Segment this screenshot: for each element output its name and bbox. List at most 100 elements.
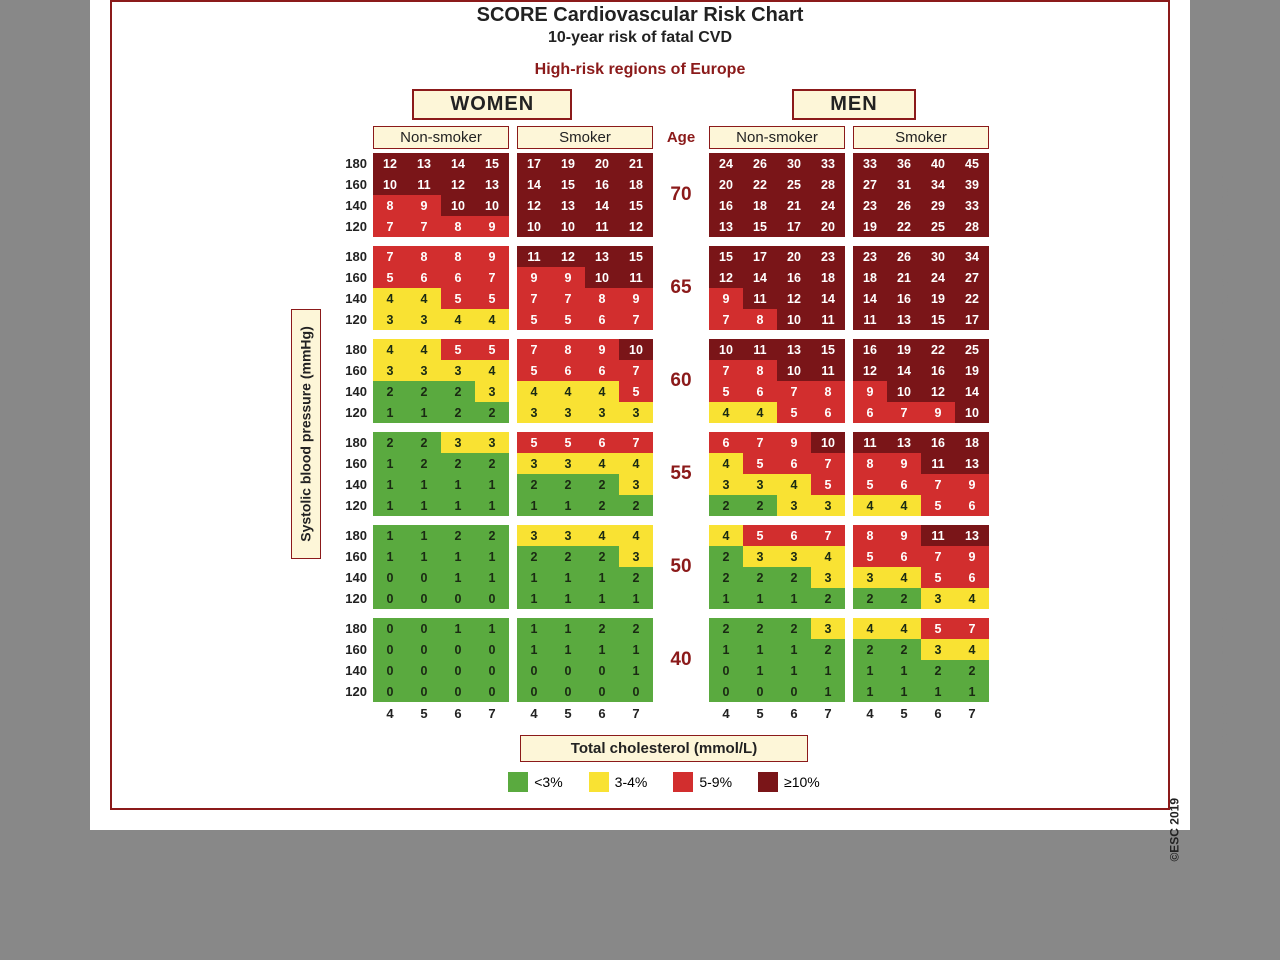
risk-cell: 11 bbox=[619, 267, 653, 288]
risk-cell: 2 bbox=[585, 546, 619, 567]
risk-cell: 12 bbox=[551, 246, 585, 267]
risk-cell: 2 bbox=[475, 402, 509, 423]
risk-cell: 4 bbox=[887, 618, 921, 639]
block-women-non-70: 12131415101112138910107789 bbox=[373, 153, 509, 237]
risk-cell: 3 bbox=[743, 474, 777, 495]
bp-label: 140 bbox=[339, 474, 367, 495]
risk-cell: 18 bbox=[811, 267, 845, 288]
watermark: Downloaded from https://academic.oup.com… bbox=[1206, 0, 1246, 830]
risk-cell: 11 bbox=[743, 339, 777, 360]
risk-cell: 1 bbox=[585, 567, 619, 588]
risk-cell: 2 bbox=[475, 453, 509, 474]
risk-cell: 10 bbox=[777, 309, 811, 330]
bp-label: 120 bbox=[339, 588, 367, 609]
age-row-70: 1801601401201213141510111213891010778917… bbox=[339, 153, 989, 237]
bp-label: 140 bbox=[339, 195, 367, 216]
risk-cell: 9 bbox=[619, 288, 653, 309]
risk-cell: 5 bbox=[921, 495, 955, 516]
block-men-smoke-55: 1113161889111356794456 bbox=[853, 432, 989, 516]
legend-swatch bbox=[673, 772, 693, 792]
xaxis-tick: 6 bbox=[585, 706, 619, 721]
risk-cell: 26 bbox=[887, 195, 921, 216]
risk-cell: 5 bbox=[517, 309, 551, 330]
risk-cell: 3 bbox=[407, 309, 441, 330]
title-main: SCORE Cardiovascular Risk Chart bbox=[132, 4, 1148, 27]
risk-cell: 15 bbox=[743, 216, 777, 237]
title-sub: 10-year risk of fatal CVD bbox=[132, 29, 1148, 47]
risk-cell: 11 bbox=[853, 309, 887, 330]
risk-cell: 26 bbox=[743, 153, 777, 174]
risk-cell: 23 bbox=[811, 246, 845, 267]
risk-cell: 4 bbox=[373, 288, 407, 309]
xaxis-tick: 4 bbox=[709, 706, 743, 721]
age-label: 50 bbox=[653, 556, 709, 578]
men-nonsmoker-header: Non-smoker bbox=[709, 126, 845, 149]
risk-cell: 14 bbox=[585, 195, 619, 216]
risk-cell: 0 bbox=[475, 639, 509, 660]
risk-cell: 1 bbox=[743, 588, 777, 609]
risk-cell: 2 bbox=[777, 618, 811, 639]
risk-cell: 19 bbox=[921, 288, 955, 309]
risk-cell: 0 bbox=[407, 588, 441, 609]
risk-cell: 7 bbox=[517, 288, 551, 309]
risk-cell: 4 bbox=[743, 402, 777, 423]
risk-cell: 15 bbox=[551, 174, 585, 195]
risk-cell: 8 bbox=[853, 525, 887, 546]
risk-cell: 1 bbox=[475, 567, 509, 588]
xaxis-tick-group: 4567 bbox=[373, 706, 509, 721]
risk-cell: 5 bbox=[441, 339, 475, 360]
risk-cell: 2 bbox=[373, 432, 407, 453]
xaxis-label: Total cholesterol (mmol/L) bbox=[520, 735, 808, 762]
risk-cell: 7 bbox=[407, 216, 441, 237]
xaxis-ticks-row: 4567456745674567 bbox=[339, 706, 989, 721]
risk-cell: 0 bbox=[517, 681, 551, 702]
risk-cell: 28 bbox=[811, 174, 845, 195]
bp-label: 120 bbox=[339, 309, 367, 330]
risk-cell: 18 bbox=[853, 267, 887, 288]
xaxis-tick: 4 bbox=[373, 706, 407, 721]
bp-labels: 180160140120 bbox=[339, 153, 373, 237]
risk-cell: 15 bbox=[619, 195, 653, 216]
age-label: 55 bbox=[653, 463, 709, 485]
page: SCORE Cardiovascular Risk Chart 10-year … bbox=[90, 0, 1190, 830]
legend-label: <3% bbox=[534, 774, 562, 790]
risk-cell: 12 bbox=[373, 153, 407, 174]
risk-cell: 1 bbox=[517, 639, 551, 660]
risk-cell: 9 bbox=[921, 402, 955, 423]
risk-cell: 4 bbox=[887, 567, 921, 588]
risk-cell: 1 bbox=[619, 639, 653, 660]
risk-cell: 3 bbox=[921, 639, 955, 660]
risk-cell: 2 bbox=[551, 546, 585, 567]
risk-cell: 9 bbox=[551, 267, 585, 288]
risk-cell: 0 bbox=[441, 660, 475, 681]
risk-cell: 6 bbox=[811, 402, 845, 423]
risk-cell: 13 bbox=[887, 432, 921, 453]
risk-cell: 25 bbox=[921, 216, 955, 237]
risk-cell: 7 bbox=[777, 381, 811, 402]
risk-cell: 10 bbox=[619, 339, 653, 360]
bp-label: 180 bbox=[339, 153, 367, 174]
risk-cell: 24 bbox=[811, 195, 845, 216]
risk-cell: 0 bbox=[709, 681, 743, 702]
risk-cell: 6 bbox=[955, 495, 989, 516]
risk-cell: 7 bbox=[475, 267, 509, 288]
risk-cell: 4 bbox=[709, 402, 743, 423]
risk-cell: 8 bbox=[551, 339, 585, 360]
risk-cell: 20 bbox=[709, 174, 743, 195]
risk-cell: 11 bbox=[853, 432, 887, 453]
risk-cell: 19 bbox=[551, 153, 585, 174]
risk-cell: 2 bbox=[407, 381, 441, 402]
bp-label: 120 bbox=[339, 402, 367, 423]
risk-cell: 14 bbox=[887, 360, 921, 381]
bp-label: 120 bbox=[339, 681, 367, 702]
risk-cell: 8 bbox=[585, 288, 619, 309]
xaxis-tick: 6 bbox=[441, 706, 475, 721]
risk-cell: 9 bbox=[955, 546, 989, 567]
risk-cell: 10 bbox=[811, 432, 845, 453]
risk-cell: 31 bbox=[887, 174, 921, 195]
risk-cell: 2 bbox=[811, 639, 845, 660]
titles: SCORE Cardiovascular Risk Chart 10-year … bbox=[132, 4, 1148, 79]
risk-cell: 7 bbox=[619, 432, 653, 453]
legend: <3%3-4%5-9%≥10% bbox=[508, 772, 820, 792]
bp-labels: 180160140120 bbox=[339, 525, 373, 609]
